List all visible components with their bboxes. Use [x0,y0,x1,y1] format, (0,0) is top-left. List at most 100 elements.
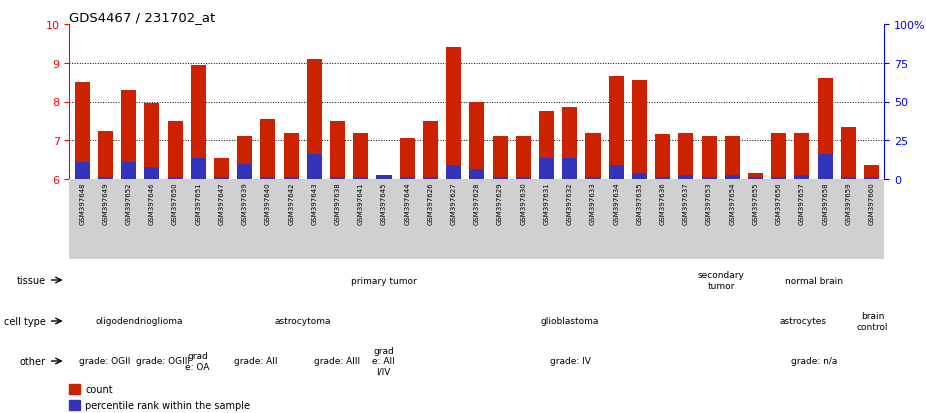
Bar [191,66,206,180]
Text: grade: OGIII: grade: OGIII [135,357,190,366]
Bar [493,137,507,180]
Bar [144,168,159,180]
Text: GSM397653: GSM397653 [706,182,712,225]
Bar [608,77,624,180]
Bar [353,133,369,180]
Text: percentile rank within the sample: percentile rank within the sample [85,400,250,410]
Text: GSM397658: GSM397658 [822,182,828,225]
Bar [678,133,694,180]
Text: GSM397637: GSM397637 [682,182,689,225]
Text: grade: IV: grade: IV [550,357,591,366]
Bar [98,131,113,180]
Bar [771,133,786,180]
Bar [377,176,392,180]
Bar [307,154,322,180]
Bar [75,162,90,180]
Text: grad
e: OA: grad e: OA [185,351,209,371]
Text: grade: AIII: grade: AIII [314,357,360,366]
Bar [771,178,786,180]
Bar [144,104,159,180]
Bar [330,178,345,180]
Text: astrocytoma: astrocytoma [274,317,331,326]
Bar [469,102,484,180]
Text: GSM397651: GSM397651 [195,182,201,225]
Bar [98,178,113,180]
Text: GSM397628: GSM397628 [474,182,480,225]
Text: GSM397631: GSM397631 [544,182,549,225]
Text: secondary
tumor: secondary tumor [698,271,745,290]
Bar [818,79,832,180]
Text: GSM397650: GSM397650 [172,182,178,225]
Bar [748,174,763,180]
Text: count: count [85,385,113,394]
Text: GSM397641: GSM397641 [357,182,364,225]
Bar [818,154,832,180]
Text: GSM397640: GSM397640 [265,182,271,225]
Bar [191,158,206,180]
Bar [423,121,438,180]
Bar [655,178,670,180]
Bar [562,158,577,180]
Bar [841,127,856,180]
Bar [864,178,879,180]
Bar [69,400,80,410]
Bar [237,164,252,180]
Bar [446,48,461,180]
Text: GSM397632: GSM397632 [567,182,573,225]
Bar [725,176,740,180]
Text: GSM397660: GSM397660 [869,182,874,225]
Bar [516,137,531,180]
Bar [841,178,856,180]
Bar [655,135,670,180]
Text: GDS4467 / 231702_at: GDS4467 / 231702_at [69,11,216,24]
Text: GSM397636: GSM397636 [659,182,666,225]
Bar [795,133,809,180]
Text: GSM397655: GSM397655 [753,182,758,224]
Bar [562,108,577,180]
Text: GSM397639: GSM397639 [242,182,248,225]
Bar [702,178,717,180]
Bar [585,178,601,180]
Bar [446,166,461,180]
Bar [121,91,136,180]
Bar [69,384,80,394]
Text: GSM397644: GSM397644 [405,182,410,224]
Text: grad
e: AII
I/IV: grad e: AII I/IV [372,346,395,376]
Text: GSM397642: GSM397642 [288,182,294,224]
Text: GSM397647: GSM397647 [219,182,224,225]
Bar [678,176,694,180]
Text: GSM397630: GSM397630 [520,182,526,225]
Text: grade: AII: grade: AII [234,357,278,366]
Text: GSM397652: GSM397652 [126,182,131,224]
Text: grade: n/a: grade: n/a [792,357,838,366]
Bar [307,60,322,180]
Text: cell type: cell type [4,316,46,326]
Text: GSM397627: GSM397627 [451,182,457,225]
Text: GSM397656: GSM397656 [776,182,782,225]
Bar [260,178,276,180]
Text: grade: OGII: grade: OGII [79,357,130,366]
Text: GSM397629: GSM397629 [497,182,503,225]
Text: glioblastoma: glioblastoma [541,317,599,326]
Text: astrocytes: astrocytes [780,317,826,326]
Text: GSM397649: GSM397649 [103,182,108,225]
Bar [469,170,484,180]
Bar [632,174,647,180]
Bar [168,121,182,180]
Bar [795,176,809,180]
Bar [702,137,717,180]
Text: GSM397654: GSM397654 [730,182,735,224]
Bar [748,178,763,180]
Bar [400,139,415,180]
Bar [214,158,229,180]
Bar [632,81,647,180]
Text: GSM397638: GSM397638 [334,182,341,225]
Bar [864,166,879,180]
Bar [585,133,601,180]
Text: GSM397634: GSM397634 [613,182,619,225]
Text: GSM397648: GSM397648 [80,182,85,225]
Text: oligodendrioglioma: oligodendrioglioma [95,317,183,326]
Bar [539,158,554,180]
Text: GSM397635: GSM397635 [636,182,643,225]
Bar [214,178,229,180]
